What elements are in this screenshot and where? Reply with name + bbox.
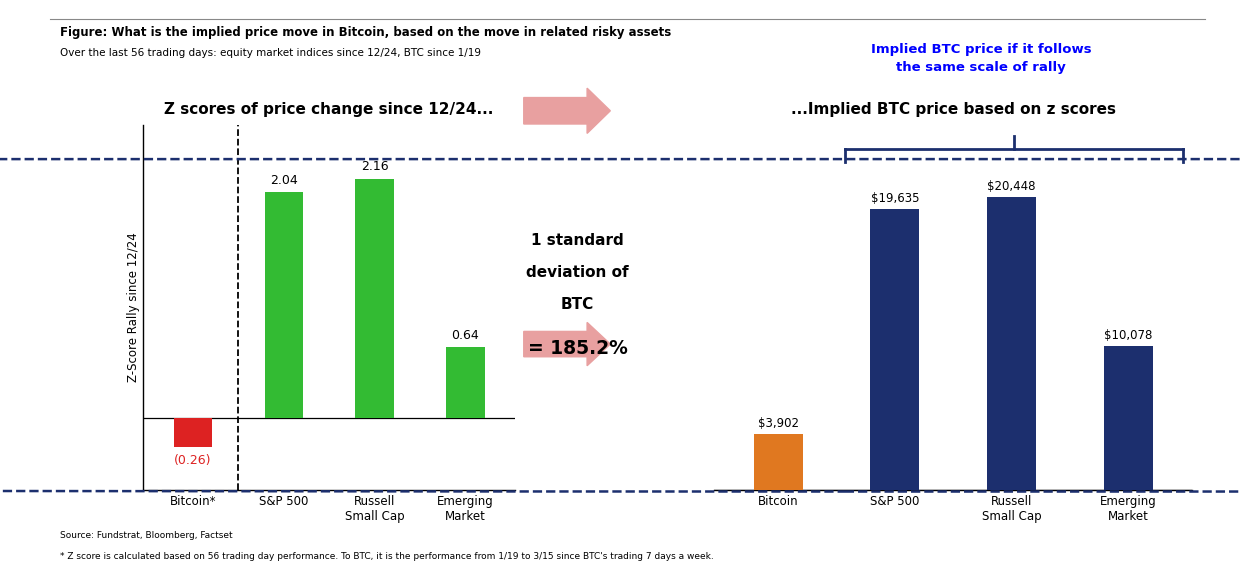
Bar bbox=[446, 347, 484, 418]
Bar bbox=[174, 418, 212, 447]
Bar bbox=[987, 197, 1036, 490]
FancyArrow shape bbox=[524, 322, 610, 366]
Text: $19,635: $19,635 bbox=[871, 192, 919, 205]
Bar bbox=[265, 192, 303, 418]
FancyArrow shape bbox=[524, 88, 610, 133]
Text: $10,078: $10,078 bbox=[1104, 329, 1153, 342]
Title: ...Implied BTC price based on z scores: ...Implied BTC price based on z scores bbox=[791, 102, 1115, 117]
Text: 0.64: 0.64 bbox=[452, 329, 479, 342]
Text: Source: Fundstrat, Bloomberg, Factset: Source: Fundstrat, Bloomberg, Factset bbox=[60, 531, 232, 540]
Bar bbox=[754, 434, 802, 490]
Title: Z scores of price change since 12/24...: Z scores of price change since 12/24... bbox=[164, 102, 494, 117]
Text: BTC: BTC bbox=[561, 297, 594, 312]
Text: Implied BTC price if it follows
the same scale of rally: Implied BTC price if it follows the same… bbox=[871, 42, 1092, 74]
Text: 2.16: 2.16 bbox=[360, 161, 389, 173]
Text: $20,448: $20,448 bbox=[987, 180, 1036, 193]
Y-axis label: Z-Score Rally since 12/24: Z-Score Rally since 12/24 bbox=[127, 233, 140, 382]
Bar bbox=[871, 209, 919, 490]
Bar bbox=[355, 179, 394, 418]
Text: 2.04: 2.04 bbox=[270, 173, 298, 187]
Text: = 185.2%: = 185.2% bbox=[528, 339, 627, 357]
Text: (0.26): (0.26) bbox=[174, 454, 211, 466]
Text: deviation of: deviation of bbox=[527, 265, 628, 280]
Text: * Z score is calculated based on 56 trading day performance. To BTC, it is the p: * Z score is calculated based on 56 trad… bbox=[60, 552, 713, 561]
Text: Over the last 56 trading days: equity market indices since 12/24, BTC since 1/19: Over the last 56 trading days: equity ma… bbox=[60, 48, 481, 57]
Text: 1 standard: 1 standard bbox=[532, 233, 623, 248]
Bar bbox=[1104, 346, 1153, 490]
Text: $3,902: $3,902 bbox=[758, 417, 799, 430]
Text: Figure: What is the implied price move in Bitcoin, based on the move in related : Figure: What is the implied price move i… bbox=[60, 26, 671, 39]
